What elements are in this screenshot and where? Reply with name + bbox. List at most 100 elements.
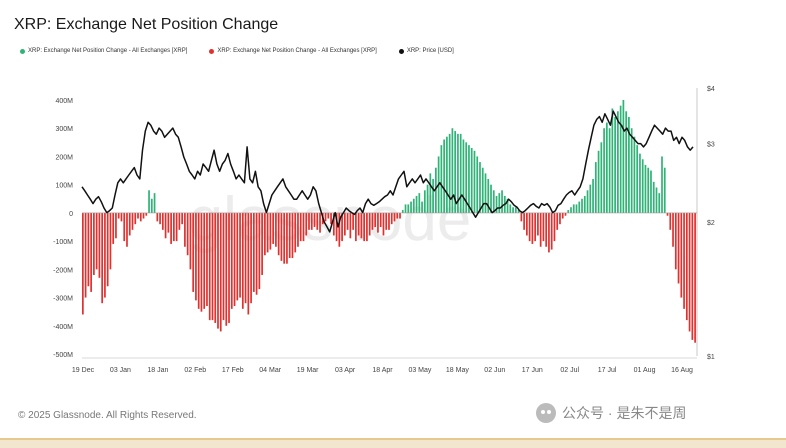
net-position-bar: [128, 212, 131, 236]
price-group: [81, 110, 694, 233]
net-position-bar: [685, 212, 688, 321]
net-position-bar: [84, 212, 87, 298]
net-position-bar: [462, 139, 465, 213]
chart-svg: glassnode 400M300M200M100M0-100M-200M-30…: [53, 86, 715, 374]
net-position-bar: [363, 212, 366, 242]
net-position-bar: [457, 133, 459, 213]
net-position-bar: [211, 212, 214, 321]
net-position-bar: [145, 212, 148, 216]
legend-item-outflow[interactable]: XRP: Exchange Net Position Change - All …: [209, 48, 377, 54]
x-tick-label: 18 Apr: [372, 367, 393, 374]
legend-item-price[interactable]: XRP: Price [USD]: [398, 48, 454, 54]
net-position-bar: [490, 184, 492, 213]
net-position-bar: [159, 212, 161, 225]
chart-area: glassnode 400M 300M 200M 100M 0 -100M -200M -30…: [53, 86, 715, 374]
net-position-bar: [559, 212, 561, 225]
net-position-bar: [319, 212, 321, 233]
net-position-bar: [388, 212, 390, 230]
net-position-bar: [134, 212, 137, 225]
net-position-bar: [597, 150, 600, 213]
net-position-bar: [184, 212, 186, 247]
net-position-bar: [677, 212, 680, 284]
net-position-bar: [583, 195, 586, 213]
net-position-bar: [175, 212, 178, 242]
net-position-bar: [600, 142, 603, 213]
net-position-bar: [109, 212, 112, 270]
net-position-bar: [520, 212, 523, 222]
net-position-bar: [385, 212, 388, 230]
net-position-bar: [341, 212, 343, 242]
net-position-bar: [142, 212, 145, 219]
net-position-bar: [694, 212, 696, 343]
net-position-bar: [332, 212, 335, 236]
net-position-bar: [429, 173, 432, 213]
x-tick-label: 01 Aug: [634, 367, 656, 374]
legend-item-inflow[interactable]: XRP: Exchange Net Position Change - All …: [20, 48, 187, 54]
x-tick-label: 19 Mar: [297, 367, 319, 374]
net-position-bar: [308, 212, 310, 230]
net-position-bar: [286, 212, 288, 264]
net-position-bar: [299, 212, 302, 242]
watermark-text: 公众号 · 是朱不是周: [562, 405, 687, 421]
net-position-bar: [250, 212, 252, 304]
net-position-bar: [310, 212, 313, 230]
net-position-bar: [556, 212, 559, 230]
net-position-bar: [564, 212, 567, 216]
right-tick-label: $1: [707, 354, 715, 361]
left-tick-label: 0: [69, 211, 73, 218]
net-position-bar: [313, 212, 316, 227]
wechat-watermark: 公众号 · 是朱不是周: [536, 403, 686, 423]
net-position-bar: [479, 162, 481, 213]
net-position-bar: [379, 212, 382, 227]
left-tick-label: 100M: [55, 183, 73, 190]
net-position-bar: [360, 212, 363, 239]
net-position-bar: [448, 133, 451, 213]
net-position-bar: [192, 212, 195, 292]
left-tick-label: -400M: [53, 324, 73, 331]
net-position-bar: [542, 212, 545, 242]
net-position-bar: [98, 212, 101, 278]
net-position-bar: [200, 212, 203, 312]
net-position-bar: [523, 212, 525, 230]
x-tick-label: 18 May: [446, 367, 469, 374]
x-tick-label: 02 Jul: [560, 367, 579, 374]
net-position-bar: [404, 204, 407, 213]
net-position-bar: [652, 181, 655, 213]
net-position-bar: [622, 100, 625, 213]
net-position-bar: [123, 212, 126, 242]
net-position-bar: [82, 212, 84, 315]
x-tick-label: 03 May: [408, 367, 431, 374]
net-position-bar: [101, 212, 104, 304]
net-position-bar: [349, 212, 352, 239]
chart-card: [0, 0, 786, 438]
net-position-bar: [421, 201, 423, 213]
net-position-bar: [382, 212, 385, 236]
net-position-bar: [506, 198, 509, 213]
net-position-bar: [655, 187, 658, 213]
net-position-bar: [537, 212, 539, 236]
net-position-bar: [691, 212, 694, 340]
net-position-bar: [531, 212, 534, 244]
right-tick-label: $4: [707, 86, 715, 93]
net-position-bar: [630, 128, 633, 213]
net-position-bar: [581, 198, 583, 213]
net-position-bar: [517, 210, 520, 213]
net-position-bar: [561, 212, 564, 219]
net-position-bar: [509, 204, 512, 213]
wechat-icon: [536, 403, 556, 423]
net-position-bar: [470, 147, 473, 213]
axes-group: 400M 300M 200M 100M 0 -100M -200M -300M -400M -50…: [53, 86, 715, 374]
net-position-bar: [592, 179, 594, 213]
net-position-bar: [608, 128, 611, 213]
net-position-bar: [644, 164, 647, 213]
net-position-bar: [473, 150, 476, 213]
net-position-bar: [225, 212, 228, 326]
net-position-bar: [316, 212, 319, 230]
x-tick-label: 17 Feb: [222, 367, 244, 374]
net-position-bar: [484, 173, 487, 213]
net-position-bar: [343, 212, 346, 236]
net-position-bar: [239, 212, 241, 298]
net-position-bar: [423, 190, 426, 213]
net-position-bar: [131, 212, 134, 230]
net-position-bar: [87, 212, 90, 287]
